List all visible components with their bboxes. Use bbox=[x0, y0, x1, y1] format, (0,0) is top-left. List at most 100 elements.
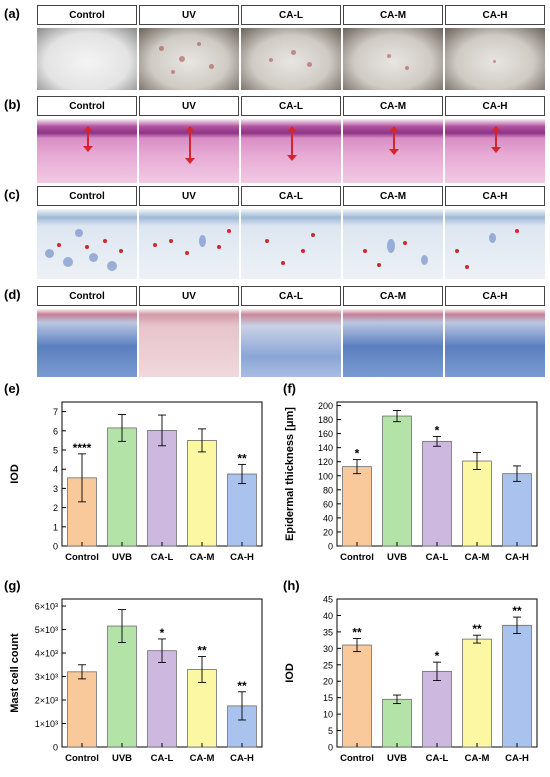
header-ca-l: CA-L bbox=[241, 5, 341, 25]
y-tick-label: 40 bbox=[323, 611, 333, 621]
bar-control bbox=[67, 671, 97, 748]
x-tick-label: Control bbox=[65, 552, 99, 563]
bar-ca-l bbox=[147, 650, 177, 748]
tb-section-ca-h bbox=[445, 209, 545, 279]
mt-section-uv bbox=[139, 309, 239, 377]
y-axis-label: IOD bbox=[9, 464, 21, 484]
tb-section-ca-m bbox=[343, 209, 443, 279]
y-tick-label: 6 bbox=[53, 426, 58, 436]
bar-uvb bbox=[382, 415, 412, 547]
y-tick-label: 140 bbox=[318, 443, 333, 453]
header-ca-m: CA-M bbox=[343, 96, 443, 116]
y-tick-label: 30 bbox=[323, 644, 333, 654]
y-tick-label: 0 bbox=[328, 542, 333, 552]
panel-label-d: (d) bbox=[4, 287, 21, 302]
x-tick-label: UVB bbox=[112, 552, 132, 563]
panel-label-f: (f) bbox=[283, 381, 296, 396]
skin-photo-control bbox=[37, 28, 137, 90]
y-tick-label: 25 bbox=[323, 660, 333, 670]
header-ca-h: CA-H bbox=[445, 96, 545, 116]
y-tick-label: 5×10³ bbox=[35, 625, 58, 635]
mt-section-ca-h bbox=[445, 309, 545, 377]
mt-section-control bbox=[37, 309, 137, 377]
header-ca-l: CA-L bbox=[241, 286, 341, 306]
header-ca-m: CA-M bbox=[343, 5, 443, 25]
y-tick-label: 4×10³ bbox=[35, 649, 58, 659]
x-tick-label: CA-M bbox=[190, 552, 215, 563]
bar-ca-m bbox=[462, 460, 492, 547]
bar-ca-l bbox=[422, 670, 452, 748]
significance-label: ** bbox=[352, 625, 362, 639]
x-tick-label: CA-H bbox=[505, 552, 529, 563]
x-tick-label: CA-L bbox=[426, 753, 449, 764]
significance-label: ** bbox=[197, 644, 207, 658]
header-ca-h: CA-H bbox=[445, 286, 545, 306]
thickness-arrow bbox=[83, 125, 93, 152]
panel-label-e: (e) bbox=[4, 381, 20, 396]
x-tick-label: CA-L bbox=[151, 753, 174, 764]
x-tick-label: Control bbox=[65, 753, 99, 764]
header-ca-l: CA-L bbox=[241, 96, 341, 116]
thickness-arrow bbox=[389, 125, 399, 155]
bar-ca-m bbox=[187, 440, 217, 547]
y-tick-label: 1×10³ bbox=[35, 719, 58, 729]
tb-section-control bbox=[37, 209, 137, 279]
skin-photo-ca-l bbox=[241, 28, 341, 90]
skin-photo-ca-m bbox=[343, 28, 443, 90]
chart-e-iod: 0 1 2 3 4 5 6 7 IOD **** Control UVB CA-L CA-M ** CA-H bbox=[9, 401, 263, 563]
panel-label-c: (c) bbox=[4, 187, 20, 202]
tb-section-uv bbox=[139, 209, 239, 279]
skin-photo-uv bbox=[139, 28, 239, 90]
mt-section-ca-l bbox=[241, 309, 341, 377]
he-section-ca-m bbox=[343, 119, 443, 183]
y-tick-label: 6×10³ bbox=[35, 602, 58, 612]
x-tick-label: Control bbox=[340, 552, 374, 563]
bar-control bbox=[342, 644, 372, 748]
y-tick-label: 3 bbox=[53, 484, 58, 494]
row-c-toluidine-blue: Control UV CA-L CA-M CA-H bbox=[37, 186, 545, 279]
significance-label: ** bbox=[237, 451, 247, 465]
y-tick-label: 120 bbox=[318, 457, 333, 467]
bar-uvb bbox=[107, 625, 137, 748]
chart-f-epidermal-thickness: 0 20 40 60 80 100 120 140 160 180 200 Epidermal thi… bbox=[284, 401, 538, 563]
header-control: Control bbox=[37, 186, 137, 206]
y-tick-label: 180 bbox=[318, 415, 333, 425]
header-ca-m: CA-M bbox=[343, 286, 443, 306]
header-uv: UV bbox=[139, 286, 239, 306]
x-tick-label: CA-M bbox=[465, 753, 490, 764]
bar-ca-h bbox=[502, 624, 532, 748]
y-tick-label: 20 bbox=[323, 527, 333, 537]
y-tick-label: 0 bbox=[53, 542, 58, 552]
y-tick-label: 4 bbox=[53, 465, 58, 475]
skin-photo-ca-h bbox=[445, 28, 545, 90]
header-control: Control bbox=[37, 96, 137, 116]
y-axis-label: Epidermal thickness [μm] bbox=[284, 407, 296, 541]
bar-uvb bbox=[107, 427, 137, 547]
x-tick-label: CA-M bbox=[190, 753, 215, 764]
header-uv: UV bbox=[139, 5, 239, 25]
panel-label-a: (a) bbox=[4, 6, 20, 21]
y-axis-label: IOD bbox=[284, 663, 296, 683]
bar-control bbox=[342, 466, 372, 547]
x-tick-label: CA-M bbox=[465, 552, 490, 563]
row-a-skin-photos: Control UV CA-L CA-M CA-H bbox=[37, 5, 545, 90]
y-tick-label: 3×10³ bbox=[35, 672, 58, 682]
header-ca-m: CA-M bbox=[343, 186, 443, 206]
y-tick-label: 45 bbox=[323, 595, 333, 605]
header-ca-h: CA-H bbox=[445, 186, 545, 206]
header-uv: UV bbox=[139, 96, 239, 116]
panel-label-b: (b) bbox=[4, 97, 21, 112]
tb-section-ca-l bbox=[241, 209, 341, 279]
significance-label: * bbox=[160, 626, 165, 640]
y-tick-label: 160 bbox=[318, 429, 333, 439]
y-tick-label: 5 bbox=[53, 446, 58, 456]
y-tick-label: 7 bbox=[53, 407, 58, 417]
bar-ca-l bbox=[147, 430, 177, 547]
header-ca-h: CA-H bbox=[445, 5, 545, 25]
thickness-arrow bbox=[185, 125, 195, 164]
significance-label: * bbox=[435, 649, 440, 663]
significance-label: **** bbox=[73, 441, 92, 455]
significance-label: * bbox=[355, 447, 360, 461]
he-section-ca-l bbox=[241, 119, 341, 183]
y-tick-label: 2×10³ bbox=[35, 696, 58, 706]
